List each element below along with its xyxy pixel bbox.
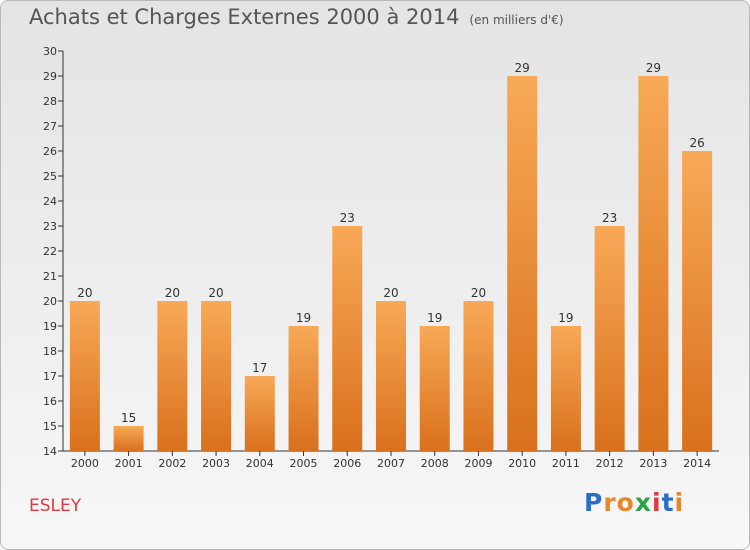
x-tick-label: 2013 <box>639 457 667 470</box>
x-tick-label: 2002 <box>158 457 186 470</box>
data-label: 20 <box>383 286 398 300</box>
bar <box>288 326 319 451</box>
bar <box>201 301 232 451</box>
x-tick-label: 2010 <box>508 457 536 470</box>
logo-letter: x <box>634 488 652 517</box>
x-tick-label: 2012 <box>596 457 624 470</box>
y-tick-label: 15 <box>43 420 57 433</box>
data-label: 17 <box>252 361 267 375</box>
y-tick-label: 28 <box>43 95 57 108</box>
data-label: 23 <box>602 211 617 225</box>
y-tick-label: 17 <box>43 370 57 383</box>
bar <box>332 226 363 451</box>
x-tick-label: 2005 <box>290 457 318 470</box>
bar <box>507 76 538 451</box>
y-tick-label: 16 <box>43 395 57 408</box>
bar <box>376 301 406 451</box>
y-tick-label: 22 <box>43 245 57 258</box>
data-label: 29 <box>646 61 661 75</box>
data-label: 19 <box>558 311 573 325</box>
bar <box>638 76 669 451</box>
x-tick-label: 2004 <box>246 457 274 470</box>
chart-title: Achats et Charges Externes 2000 à 2014 (e… <box>29 5 564 29</box>
y-tick-label: 27 <box>43 120 57 133</box>
y-tick-label: 29 <box>43 70 57 83</box>
y-tick-label: 21 <box>43 270 57 283</box>
data-label: 19 <box>427 311 442 325</box>
x-tick-label: 2007 <box>377 457 405 470</box>
x-tick-label: 2014 <box>683 457 711 470</box>
y-tick-label: 19 <box>43 320 57 333</box>
bar <box>244 376 275 451</box>
data-label: 15 <box>121 411 136 425</box>
bar <box>157 301 188 451</box>
logo-letter: i <box>652 488 662 517</box>
y-tick-label: 20 <box>43 295 57 308</box>
x-tick-label: 2003 <box>202 457 230 470</box>
bar <box>113 426 144 451</box>
logo-letter: r <box>603 488 617 517</box>
bar <box>682 151 713 451</box>
data-label: 29 <box>515 61 530 75</box>
bar <box>550 326 581 451</box>
data-label: 26 <box>689 136 704 150</box>
bar <box>463 301 494 451</box>
y-tick-label: 18 <box>43 345 57 358</box>
x-tick-label: 2006 <box>333 457 361 470</box>
data-label: 20 <box>208 286 223 300</box>
x-tick-label: 2008 <box>421 457 449 470</box>
logo-letter: o <box>616 488 635 517</box>
logo-letter: P <box>584 488 604 517</box>
y-tick-label: 26 <box>43 145 57 158</box>
chart-subtitle: (en milliers d'€) <box>469 13 564 27</box>
x-tick-label: 2001 <box>115 457 143 470</box>
bar <box>69 301 100 451</box>
y-tick-label: 14 <box>43 445 57 458</box>
data-label: 23 <box>340 211 355 225</box>
bar <box>594 226 625 451</box>
commune-name: ESLEY <box>29 496 82 516</box>
x-tick-label: 2011 <box>552 457 580 470</box>
y-tick-label: 30 <box>43 45 57 58</box>
data-label: 19 <box>296 311 311 325</box>
data-label: 20 <box>165 286 180 300</box>
bar <box>419 326 450 451</box>
logo-letter: i <box>674 488 685 517</box>
proxiti-logo[interactable]: Proxiti <box>584 488 684 517</box>
x-tick-label: 2000 <box>71 457 99 470</box>
data-label: 20 <box>471 286 486 300</box>
data-label: 20 <box>77 286 92 300</box>
logo-letter: t <box>661 488 675 517</box>
y-tick-label: 23 <box>43 220 57 233</box>
y-tick-label: 24 <box>43 195 57 208</box>
y-tick-label: 25 <box>43 170 57 183</box>
x-tick-label: 2009 <box>464 457 492 470</box>
